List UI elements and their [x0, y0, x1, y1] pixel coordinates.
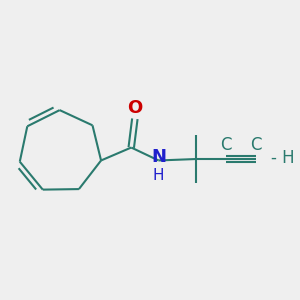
Text: - H: - H [271, 148, 294, 166]
Text: H: H [153, 168, 164, 183]
Text: C: C [250, 136, 262, 154]
Text: N: N [151, 148, 166, 166]
Text: O: O [127, 99, 142, 117]
Text: C: C [220, 136, 232, 154]
